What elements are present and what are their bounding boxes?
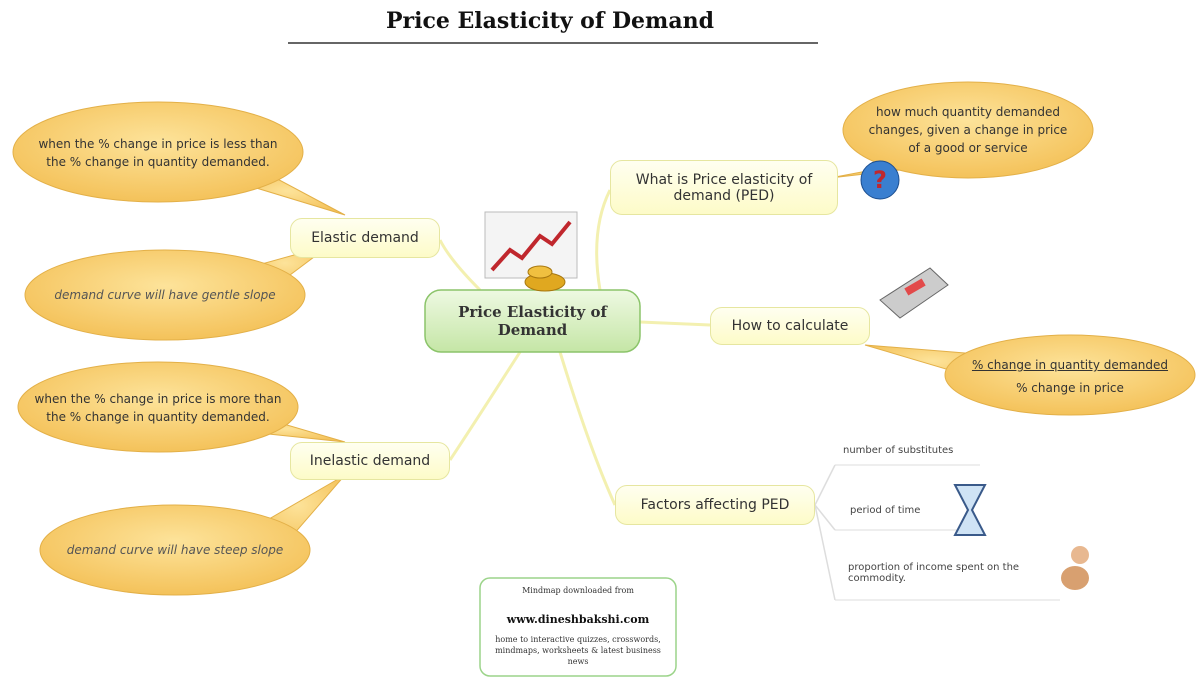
calculator-icon (879, 267, 949, 319)
factor-item: number of substitutes (843, 445, 954, 456)
footer-description: home to interactive quizzes, crosswords,… (495, 634, 661, 666)
factor-item: proportion of income spent on the commod… (848, 562, 1020, 584)
central-node (424, 289, 641, 353)
footer-site: www.dineshbakshi.com (506, 612, 650, 626)
title: Price Elasticity of Demand (386, 8, 714, 34)
footer-box (479, 577, 677, 677)
branch-node: Elastic demand (290, 218, 440, 258)
callout-text: how much quantity demanded changes, give… (868, 105, 1068, 155)
callout-text: demand curve will have gentle slope (54, 288, 276, 302)
branch-node: Factors affecting PED (615, 485, 815, 525)
branch-node: How to calculate (710, 307, 870, 345)
factor-item: period of time (850, 505, 921, 516)
callout-text: when the % change in price is more than … (34, 391, 282, 424)
central-label: Price Elasticity of Demand (458, 303, 607, 339)
branch-node: Inelastic demand (290, 442, 450, 480)
hourglass-icon (953, 484, 987, 536)
connectors (438, 189, 1060, 601)
svg-text:?: ? (873, 166, 887, 194)
question-icon: ? (860, 160, 900, 200)
callouts (12, 81, 1196, 596)
formula-denominator: % change in price (1016, 381, 1124, 395)
callout-text: when the % change in price is less than … (38, 136, 278, 169)
footer-intro: Mindmap downloaded from (522, 585, 634, 595)
person-icon (1061, 546, 1089, 590)
chart-icon (484, 211, 578, 292)
callout-text: demand curve will have steep slope (66, 543, 284, 557)
branch-node: What is Price elasticity of demand (PED) (610, 160, 838, 215)
formula-numerator: % change in quantity demanded (971, 358, 1169, 372)
